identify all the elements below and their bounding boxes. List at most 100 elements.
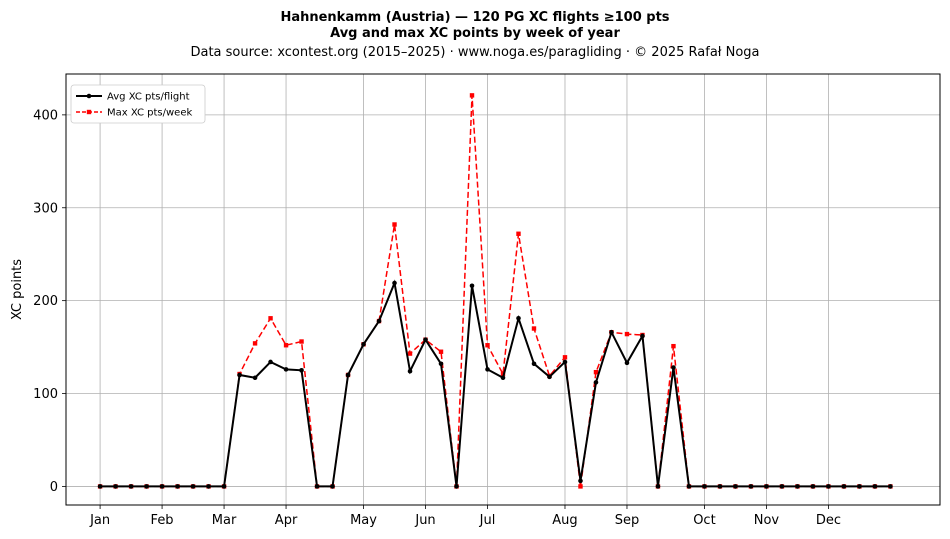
avg-series-point [516,315,521,321]
max-series-line [100,95,891,488]
avg-series-line [100,279,891,488]
avg-series-point [330,484,335,489]
max-series-point [578,484,583,489]
x-tick-label: Aug [552,513,577,528]
x-tick-label: Dec [816,513,841,528]
avg-series-point [485,367,490,372]
avg-series-point [748,484,754,489]
avg-series-point [423,337,428,342]
max-series-point [485,343,490,348]
x-tick-label: Jun [414,513,435,528]
legend-marker [86,93,92,99]
avg-series-point [640,333,645,339]
avg-series-point [795,484,800,489]
avg-series-point [702,484,707,489]
y-tick-label: 0 [50,480,58,495]
avg-series-point [299,368,304,373]
x-tick-label: Jul [479,513,496,528]
avg-series-point [97,484,103,489]
max-series-point [299,339,304,344]
avg-series-point [252,375,258,381]
avg-series-point [454,484,459,489]
ticks: Jan Feb Mar Apr May Jun Jul Aug Sep Oct Nov Dec 0 100… [33,108,841,528]
max-series-point [469,93,475,98]
avg-series-point [407,368,413,374]
x-tick-label: Nov [754,513,780,528]
y-tick-label: 100 [33,387,58,402]
max-series-point [593,369,599,375]
avg-series-point [857,484,862,489]
chart-title: Hahnenkamm (Austria) — 120 PG XC flights… [280,10,669,25]
plot-frame [65,73,941,506]
avg-series-point [624,360,630,366]
avg-series-point [237,372,242,378]
avg-series-point [779,484,785,489]
y-axis-label: XC points [10,259,25,320]
avg-series-point [547,374,552,380]
avg-series-point [764,484,769,489]
avg-series-point [221,484,227,489]
avg-series-point [686,484,692,489]
max-series-point [407,351,413,356]
x-tick-label: Oct [693,513,715,528]
max-series-point [252,341,258,346]
legend: Avg XC pts/flight Max XC pts/week [70,84,206,124]
y-tick-label: 400 [33,108,58,123]
series-layer [97,93,893,489]
avg-series-point [159,484,165,489]
legend-marker [86,109,92,115]
y-tick-label: 300 [33,201,58,216]
avg-series-point [578,478,583,484]
x-tick-label: Mar [212,513,237,528]
avg-series-point [500,375,506,381]
avg-series-point [562,359,568,365]
max-series-point [531,326,537,331]
max-series-point [624,331,630,337]
avg-series-point [733,484,738,489]
avg-series-point [128,484,134,489]
avg-series-point [826,484,831,489]
max-series-point [438,349,444,354]
avg-series-point [469,283,475,289]
avg-series-point [841,484,847,489]
avg-series-point [314,484,320,489]
avg-series-point [376,318,382,324]
avg-series-point [190,484,196,489]
avg-series-point [144,484,149,489]
avg-series-point [345,372,351,378]
avg-series-point [888,484,893,489]
avg-series-point [717,484,723,489]
max-series-point [283,343,289,348]
legend-box [70,84,206,124]
y-tick-label: 200 [33,294,58,309]
avg-series-point [175,484,180,489]
avg-series-point [655,484,661,489]
chart-source: Data source: xcontest.org (2015–2025) · … [190,45,759,60]
avg-series-point [206,484,211,489]
avg-series-point [268,359,273,365]
avg-series-point [671,365,676,370]
avg-series-point [283,367,289,372]
grid [66,74,940,505]
avg-series-point [593,380,599,385]
legend-label: Avg XC pts/flight [107,92,190,103]
chart-subtitle: Avg and max XC points by week of year [330,26,620,41]
x-tick-label: Apr [275,513,298,528]
max-series-point [516,231,521,236]
legend-label: Max XC pts/week [107,108,192,119]
avg-series-point [531,361,537,367]
avg-series-point [361,342,366,347]
max-series-point [268,316,273,321]
x-tick-label: Sep [615,513,640,528]
avg-series-point [810,484,816,489]
max-series-point [671,343,676,349]
max-series-point [562,355,568,360]
max-series-point [392,222,397,227]
x-tick-label: Feb [151,513,174,528]
avg-series-point [609,329,614,335]
avg-series-point [872,484,878,489]
avg-series-point [392,280,397,286]
x-tick-label: May [350,513,377,528]
avg-series-point [438,361,444,367]
